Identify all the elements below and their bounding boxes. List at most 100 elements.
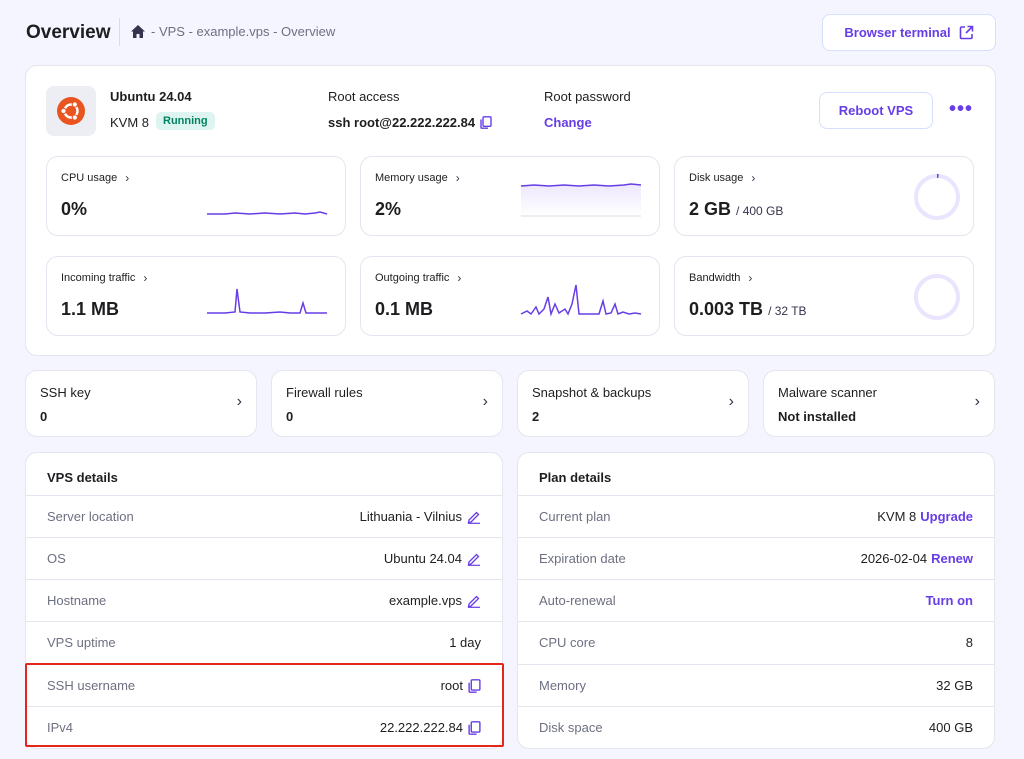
bandwidth-card[interactable]: Bandwidth › 0.003 TB / 32 TB bbox=[674, 256, 974, 336]
detail-value: 400 GB bbox=[928, 720, 973, 735]
reboot-vps-button[interactable]: Reboot VPS bbox=[819, 92, 933, 129]
detail-value: 32 GB bbox=[936, 678, 973, 693]
chevron-right-icon: › bbox=[125, 171, 130, 185]
root-access-label: Root access bbox=[328, 89, 400, 104]
bandwidth-ring bbox=[914, 274, 960, 320]
chevron-right-icon: › bbox=[728, 393, 734, 410]
detail-value: example.vps bbox=[389, 593, 462, 608]
cpu-usage-title: CPU usage bbox=[61, 172, 118, 184]
detail-row-ssh-username: SSH username root bbox=[26, 664, 502, 706]
incoming-traffic-sparkline bbox=[207, 288, 327, 314]
detail-row-ipv4: IPv4 22.222.222.84 bbox=[26, 706, 502, 748]
detail-row-hostname: Hostname example.vps bbox=[26, 579, 502, 621]
snapshot-backups-count: 2 bbox=[532, 409, 540, 424]
detail-value: Lithuania - Vilnius bbox=[359, 509, 462, 524]
renew-link[interactable]: Renew bbox=[931, 551, 973, 566]
change-password-link[interactable]: Change bbox=[544, 115, 592, 130]
firewall-rules-count: 0 bbox=[286, 409, 294, 424]
root-password-label: Root password bbox=[544, 89, 631, 104]
copy-icon[interactable] bbox=[468, 720, 481, 735]
os-name: Ubuntu 24.04 bbox=[110, 89, 192, 104]
disk-usage-ring bbox=[914, 174, 960, 220]
bandwidth-used: 0.003 TB bbox=[689, 299, 764, 319]
chevron-right-icon: › bbox=[143, 271, 148, 285]
chevron-right-icon: › bbox=[457, 271, 462, 285]
detail-label: CPU core bbox=[539, 635, 596, 650]
detail-label: Current plan bbox=[539, 509, 611, 524]
external-link-icon bbox=[959, 25, 973, 40]
firewall-rules-title: Firewall rules bbox=[286, 385, 363, 400]
detail-label: Hostname bbox=[47, 593, 107, 608]
chevron-right-icon: › bbox=[455, 171, 460, 185]
divider bbox=[119, 18, 120, 46]
malware-scanner-title: Malware scanner bbox=[778, 385, 877, 400]
disk-usage-value: 2 GB / 400 GB bbox=[689, 199, 783, 220]
detail-row-server-location: Server location Lithuania - Vilnius bbox=[26, 495, 502, 537]
chevron-right-icon: › bbox=[482, 393, 488, 410]
os-logo bbox=[46, 86, 96, 136]
detail-label: Auto-renewal bbox=[539, 593, 616, 608]
snapshot-backups-card[interactable]: Snapshot & backups 2 › bbox=[517, 370, 749, 437]
chevron-right-icon: › bbox=[751, 171, 756, 185]
more-options-icon[interactable]: ••• bbox=[949, 98, 974, 120]
disk-usage-card[interactable]: Disk usage › 2 GB / 400 GB bbox=[674, 156, 974, 236]
chevron-right-icon: › bbox=[974, 393, 980, 410]
plan-details-title: Plan details bbox=[539, 470, 612, 485]
outgoing-traffic-value: 0.1 MB bbox=[375, 299, 434, 319]
detail-label: Disk space bbox=[539, 720, 603, 735]
detail-label: Expiration date bbox=[539, 551, 626, 566]
upgrade-link[interactable]: Upgrade bbox=[920, 509, 973, 524]
detail-value: KVM 8 bbox=[877, 509, 917, 524]
plan-row-expiration: Expiration date 2026-02-04 Renew bbox=[518, 537, 994, 579]
bandwidth-value: 0.003 TB / 32 TB bbox=[689, 299, 807, 320]
root-access-command: ssh root@22.222.222.84 bbox=[328, 115, 476, 130]
bandwidth-title: Bandwidth bbox=[689, 272, 741, 284]
incoming-traffic-value: 1.1 MB bbox=[61, 299, 120, 319]
cpu-usage-card[interactable]: CPU usage › 0% bbox=[46, 156, 346, 236]
detail-row-os: OS Ubuntu 24.04 bbox=[26, 537, 502, 579]
ssh-key-title: SSH key bbox=[40, 385, 91, 400]
plan-row-memory: Memory 32 GB bbox=[518, 664, 994, 706]
copy-icon[interactable] bbox=[480, 116, 492, 129]
detail-label: Memory bbox=[539, 678, 586, 693]
page-title: Overview bbox=[26, 22, 111, 43]
incoming-traffic-title: Incoming traffic bbox=[61, 272, 136, 284]
incoming-traffic-card[interactable]: Incoming traffic › 1.1 MB bbox=[46, 256, 346, 336]
malware-scanner-card[interactable]: Malware scanner Not installed › bbox=[763, 370, 995, 437]
detail-value: Ubuntu 24.04 bbox=[383, 551, 462, 566]
chevron-right-icon: › bbox=[748, 271, 753, 285]
ssh-key-card[interactable]: SSH key 0 › bbox=[25, 370, 257, 437]
plan-row-auto-renewal: Auto-renewal Turn on bbox=[518, 579, 994, 621]
detail-label: OS bbox=[47, 551, 66, 566]
disk-usage-title: Disk usage bbox=[689, 172, 744, 184]
turn-on-link[interactable]: Turn on bbox=[925, 593, 973, 608]
detail-value: 2026-02-04 bbox=[860, 551, 928, 566]
memory-usage-value: 2% bbox=[375, 199, 402, 219]
outgoing-traffic-sparkline bbox=[520, 284, 642, 317]
cpu-usage-value: 0% bbox=[61, 199, 88, 219]
bandwidth-total: / 32 TB bbox=[768, 304, 807, 318]
firewall-rules-card[interactable]: Firewall rules 0 › bbox=[271, 370, 503, 437]
plan-name: KVM 8 bbox=[110, 115, 150, 130]
detail-label: SSH username bbox=[47, 678, 136, 693]
home-icon[interactable] bbox=[131, 25, 145, 38]
plan-row-current-plan: Current plan KVM 8 Upgrade bbox=[518, 495, 994, 537]
memory-usage-sparkline bbox=[520, 183, 642, 217]
edit-icon[interactable] bbox=[467, 594, 481, 608]
detail-value: 22.222.222.84 bbox=[379, 720, 463, 735]
detail-label: Server location bbox=[47, 509, 134, 524]
breadcrumb-path[interactable]: - VPS - example.vps - Overview bbox=[151, 24, 336, 39]
browser-terminal-button[interactable]: Browser terminal bbox=[822, 14, 996, 51]
outgoing-traffic-card[interactable]: Outgoing traffic › 0.1 MB bbox=[360, 256, 660, 336]
edit-icon[interactable] bbox=[467, 510, 481, 524]
ubuntu-icon bbox=[57, 97, 85, 125]
outgoing-traffic-title: Outgoing traffic bbox=[375, 272, 450, 284]
detail-value: 8 bbox=[965, 635, 973, 650]
memory-usage-title: Memory usage bbox=[375, 172, 448, 184]
plan-row-cpu-core: CPU core 8 bbox=[518, 621, 994, 663]
detail-value: 1 day bbox=[449, 635, 481, 650]
copy-icon[interactable] bbox=[468, 678, 481, 693]
edit-icon[interactable] bbox=[467, 552, 481, 566]
status-badge: Running bbox=[156, 112, 215, 130]
memory-usage-card[interactable]: Memory usage › 2% bbox=[360, 156, 660, 236]
